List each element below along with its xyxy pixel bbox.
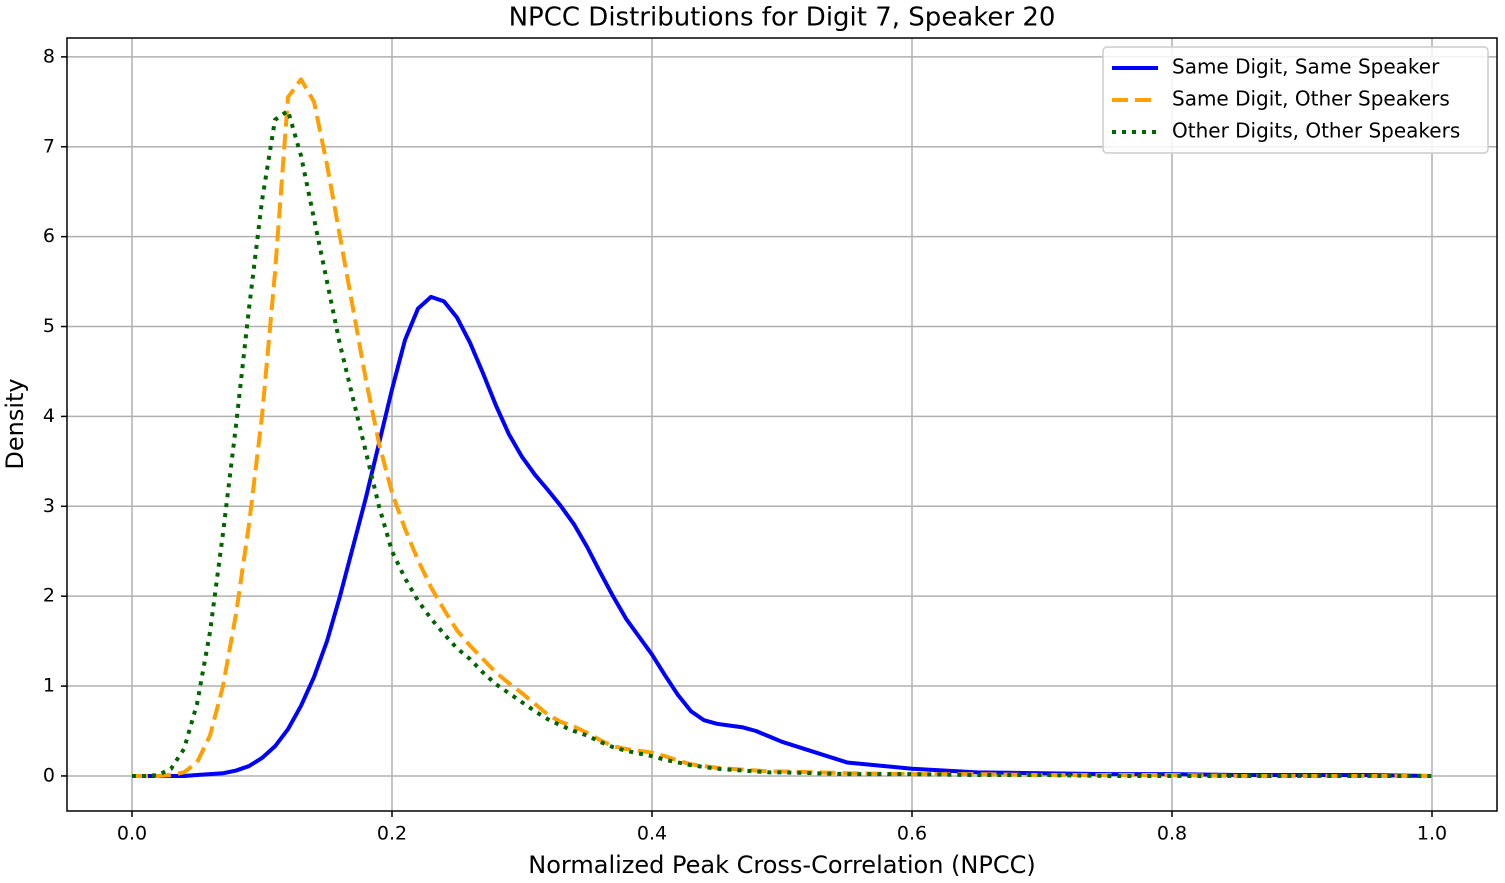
axes-frame xyxy=(66,37,1498,812)
x-tick-label: 0.0 xyxy=(117,823,147,845)
series-line xyxy=(132,77,1432,778)
x-tick-label: 0.8 xyxy=(1157,823,1187,845)
legend-label: Same Digit, Other Speakers xyxy=(1172,87,1450,111)
y-tick-label: 3 xyxy=(43,495,55,517)
series-line xyxy=(132,108,1432,778)
legend-box xyxy=(1102,46,1489,154)
y-tick-label: 6 xyxy=(43,225,55,247)
x-axis-label: Normalized Peak Cross-Correlation (NPCC) xyxy=(528,851,1035,879)
legend-label: Same Digit, Same Speaker xyxy=(1172,55,1440,79)
series-line xyxy=(132,294,1433,778)
x-tick-label: 1.0 xyxy=(1417,823,1447,845)
y-tick-label: 5 xyxy=(43,315,55,337)
y-tick-label: 1 xyxy=(43,675,55,697)
y-tick-label: 7 xyxy=(43,135,55,157)
y-axis-label: Density xyxy=(1,378,29,469)
legend-label: Other Digits, Other Speakers xyxy=(1172,119,1460,143)
y-tick-label: 2 xyxy=(43,585,55,607)
y-tick-label: 8 xyxy=(43,45,55,67)
x-tick-label: 0.4 xyxy=(637,823,667,845)
x-tick-label: 0.6 xyxy=(897,823,927,845)
y-tick-label: 4 xyxy=(43,405,55,427)
y-tick-label: 0 xyxy=(43,764,55,786)
x-tick-label: 0.2 xyxy=(377,823,407,845)
chart-title: NPCC Distributions for Digit 7, Speaker … xyxy=(509,3,1056,33)
